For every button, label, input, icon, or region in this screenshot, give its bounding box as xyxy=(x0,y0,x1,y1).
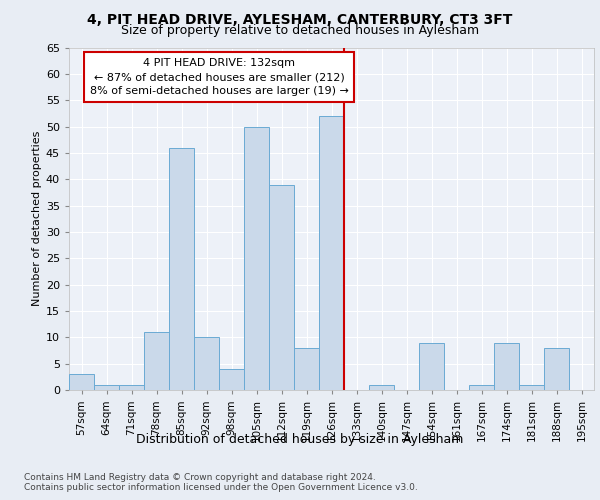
Text: Distribution of detached houses by size in Aylesham: Distribution of detached houses by size … xyxy=(136,432,464,446)
Bar xyxy=(519,384,544,390)
Text: Contains HM Land Registry data © Crown copyright and database right 2024.: Contains HM Land Registry data © Crown c… xyxy=(24,472,376,482)
Bar xyxy=(494,342,519,390)
Y-axis label: Number of detached properties: Number of detached properties xyxy=(32,131,41,306)
Bar xyxy=(294,348,319,390)
Text: 4, PIT HEAD DRIVE, AYLESHAM, CANTERBURY, CT3 3FT: 4, PIT HEAD DRIVE, AYLESHAM, CANTERBURY,… xyxy=(88,12,512,26)
Bar xyxy=(69,374,94,390)
Bar xyxy=(469,384,494,390)
Bar xyxy=(119,384,144,390)
Text: Size of property relative to detached houses in Aylesham: Size of property relative to detached ho… xyxy=(121,24,479,37)
Bar xyxy=(369,384,394,390)
Bar xyxy=(219,369,244,390)
Bar xyxy=(319,116,344,390)
Bar xyxy=(169,148,194,390)
Text: Contains public sector information licensed under the Open Government Licence v3: Contains public sector information licen… xyxy=(24,484,418,492)
Bar xyxy=(544,348,569,390)
Bar xyxy=(94,384,119,390)
Text: 4 PIT HEAD DRIVE: 132sqm
← 87% of detached houses are smaller (212)
8% of semi-d: 4 PIT HEAD DRIVE: 132sqm ← 87% of detach… xyxy=(89,58,349,96)
Bar xyxy=(144,332,169,390)
Bar xyxy=(269,184,294,390)
Bar xyxy=(244,126,269,390)
Bar xyxy=(194,338,219,390)
Bar xyxy=(419,342,444,390)
